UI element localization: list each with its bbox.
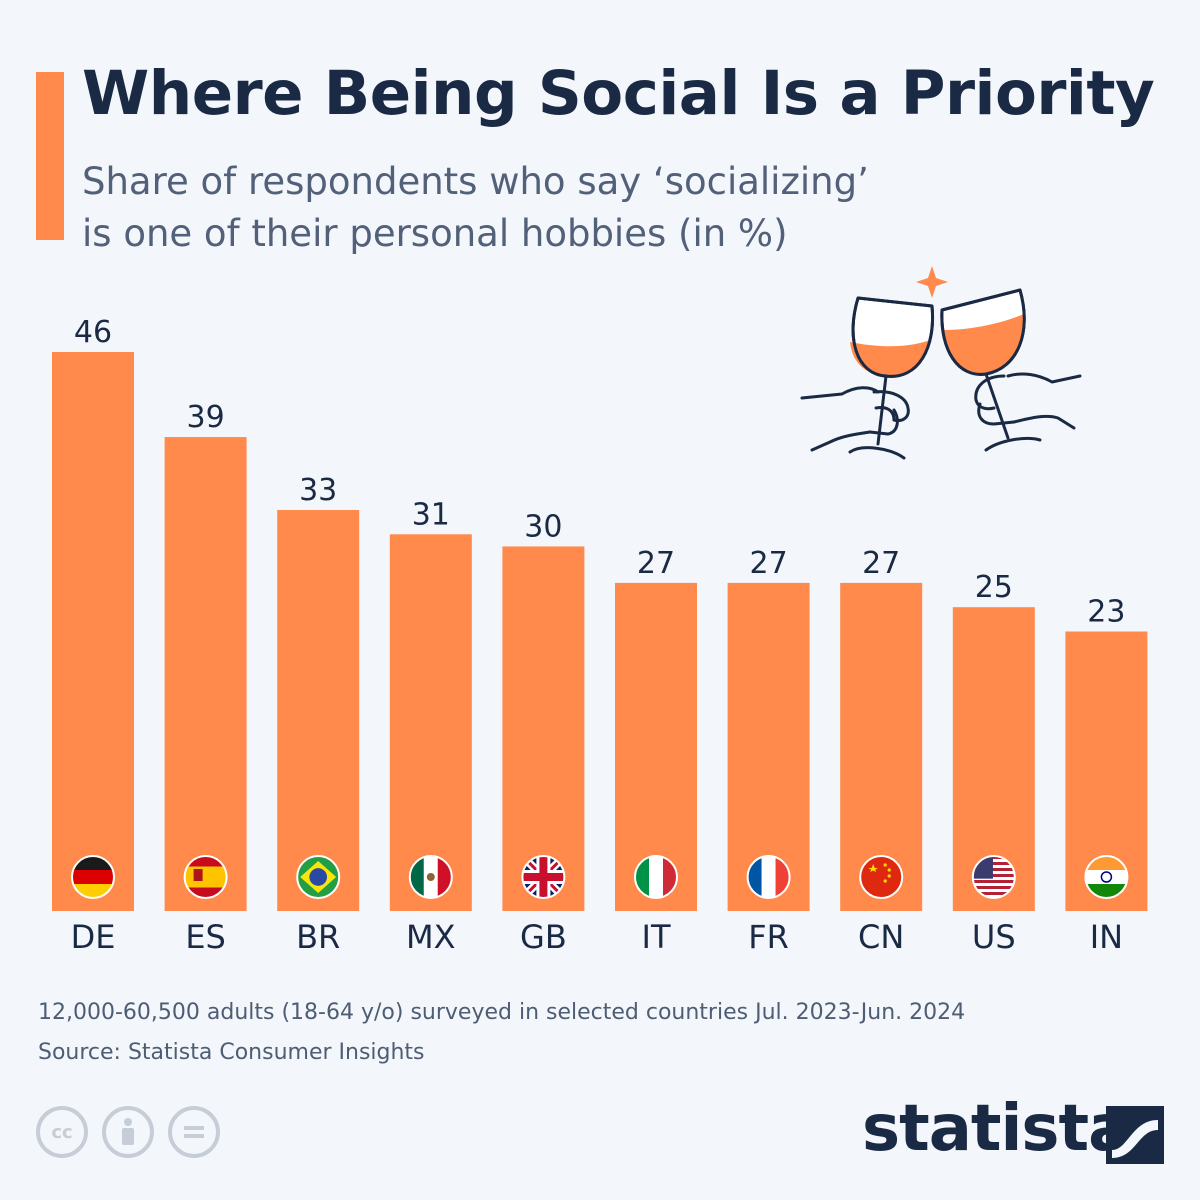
category-label: FR [748, 918, 789, 956]
br-flag-icon [297, 856, 340, 898]
cheers-glasses-icon [800, 266, 1082, 460]
chart-subtitle: Share of respondents who say ‘socializin… [82, 160, 869, 255]
flag-part [883, 863, 887, 867]
flag-part [887, 874, 891, 878]
flag-border [971, 855, 1016, 899]
flag-part [972, 883, 1015, 886]
bar-chart: 46 DE 39 ES 33 BR 31 MX 30 GB 27 IT 27 FR 27 CN 25 US 23 IN [52, 315, 1148, 956]
flag-part [972, 871, 1015, 874]
flag-part [184, 866, 227, 888]
category-label: IN [1090, 918, 1123, 956]
category-label: ES [185, 918, 226, 956]
category-label: CN [858, 918, 904, 956]
flag-part [1100, 871, 1113, 883]
flag-part [972, 892, 1015, 895]
flag-border [183, 855, 228, 899]
bar-es [164, 437, 247, 911]
flag-part [522, 873, 565, 881]
value-label: 33 [299, 473, 337, 508]
flag-part [649, 856, 663, 898]
survey-note: 12,000-60,500 adults (18-64 y/o) surveye… [38, 1000, 966, 1025]
flag-border [71, 855, 115, 899]
flag-border [859, 855, 904, 899]
gb-flag-icon [522, 856, 565, 898]
es-flag-icon [184, 856, 227, 898]
statista-logo-text[interactable]: statista [862, 1092, 1131, 1166]
flag-border [408, 855, 453, 899]
flag-part [860, 856, 903, 898]
flag-part [972, 859, 1015, 862]
flag-part [887, 868, 891, 872]
category-label: GB [520, 918, 567, 956]
flag-border [296, 855, 341, 899]
flag-border [634, 855, 678, 899]
us-flag-icon [972, 856, 1015, 898]
flag-part [972, 865, 1015, 868]
flag-part [972, 886, 1015, 889]
accent-bar [36, 72, 64, 240]
flag-border [746, 855, 791, 899]
bar-de [52, 352, 134, 911]
attribution-icon[interactable] [102, 1106, 154, 1158]
cn-flag-icon [860, 856, 903, 898]
value-label: 46 [74, 315, 112, 350]
value-label: 30 [524, 509, 562, 544]
bar-gb [502, 546, 585, 911]
category-label: BR [296, 918, 340, 956]
value-label: 27 [862, 546, 900, 581]
chart-title: Where Being Social Is a Priority [82, 58, 1155, 129]
category-label: MX [406, 918, 456, 956]
value-label: 25 [975, 570, 1013, 605]
category-label: US [972, 918, 1016, 956]
bar-mx [389, 534, 472, 911]
flag-part [193, 869, 203, 881]
value-label: 31 [412, 497, 450, 532]
no-derivatives-icon[interactable] [168, 1106, 220, 1158]
statista-logo-icon[interactable] [1106, 1106, 1164, 1164]
flag-part [972, 856, 1015, 859]
flag-part [868, 864, 879, 872]
source-note: Source: Statista Consumer Insights [38, 1040, 425, 1065]
flag-border [1084, 855, 1129, 899]
value-label: 27 [750, 546, 788, 581]
flag-part [972, 868, 1015, 871]
flag-part [761, 856, 776, 898]
bar-br [277, 509, 360, 911]
value-label: 23 [1087, 595, 1125, 630]
category-label: DE [71, 918, 116, 956]
flag-part [426, 873, 435, 881]
flag-part [972, 877, 1015, 880]
value-label: 39 [187, 400, 225, 435]
category-label: IT [642, 918, 671, 956]
flag-part [1085, 870, 1128, 884]
flag-part [883, 879, 887, 883]
flag-part [972, 874, 1015, 877]
flag-part [309, 868, 328, 886]
flag-part [972, 880, 1015, 883]
flag-part [972, 862, 1015, 865]
flag-border [521, 855, 566, 899]
value-label: 27 [637, 546, 675, 581]
license-icons: cc [36, 1106, 220, 1158]
cc-icon[interactable]: cc [36, 1106, 88, 1158]
flag-part [972, 895, 1015, 898]
flag-part [972, 889, 1015, 892]
flag-part [72, 870, 114, 884]
